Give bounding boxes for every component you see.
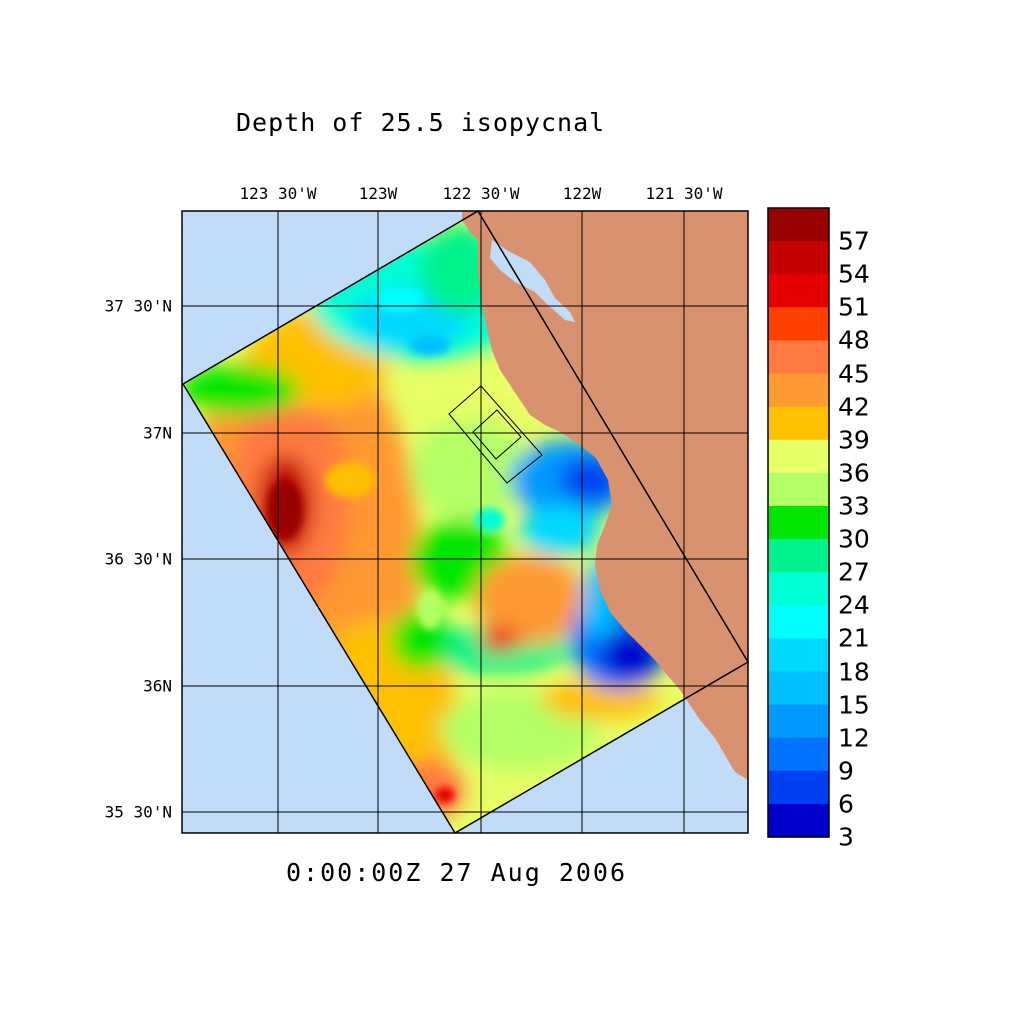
california-coast-land [478,211,748,780]
lat-label-37-30n: 37 30'N [104,296,172,316]
colorbar-tick-label: 12 [838,723,870,753]
colorbar-swatch [768,241,829,275]
colorbar-swatch [768,208,829,242]
lon-label-122-30w: 122 30'W [442,184,520,203]
nested-domain-box-inner [472,409,522,460]
lon-label-121-30w: 121 30'W [645,184,723,203]
colorbar-tick-label: 51 [838,292,870,322]
colorbar-swatch [768,737,829,772]
colorbar-tick-label: 54 [838,259,870,289]
colorbar-tick-label: 15 [838,690,870,720]
map-timestamp: 0:00:00Z 27 Aug 2006 [286,858,628,887]
lon-label-123w: 123W [358,184,398,203]
colorbar-tick-label: 48 [838,325,870,355]
colorbar-swatch [768,373,829,408]
colorbar-swatch [768,770,829,805]
lon-label-123-30w: 123 30'W [239,184,317,203]
colorbar-tick-label: 30 [838,524,870,554]
lon-label-122w: 122W [562,184,602,203]
map-title: Depth of 25.5 isopycnal [236,108,606,137]
colorbar-tick-label: 45 [838,359,870,388]
colorbar-swatch [768,704,829,739]
colorbar-swatch [768,572,829,606]
colorbar-tick-label: 6 [838,789,854,819]
colorbar-tick-label: 24 [838,590,870,620]
colorbar-swatch [768,340,829,375]
colorbar-swatch [768,638,829,673]
colorbar-swatch [768,671,829,706]
lat-label-37n: 37N [143,423,172,443]
san-francisco-bay [490,240,575,322]
nested-domain-box [448,385,543,484]
colorbar-tick-label: 33 [838,491,870,521]
colorbar-swatch [768,274,829,308]
colorbar-tick-label: 42 [838,392,870,422]
colorbar-swatch [768,803,829,838]
colorbar-swatch [768,472,829,507]
colorbar-frame [767,207,830,838]
colorbar-swatch [768,439,829,474]
lat-label-36n: 36N [143,676,172,696]
lat-label-36-30n: 36 30'N [104,549,172,569]
colorbar-tick-label: 27 [838,557,870,587]
colorbar-swatch [768,539,829,573]
colorbar-swatch [768,307,829,342]
colorbar-swatch [768,605,829,639]
colorbar-tick-label: 57 [838,226,870,256]
colorbar-tick-label: 21 [838,623,870,653]
colorbar-swatch [768,406,829,441]
colorbar-tick-label: 36 [838,458,870,488]
map-frame [181,210,749,834]
colorbar-tick-label: 3 [838,822,854,852]
colorbar-tick-label: 39 [838,425,870,455]
colorbar-tick-label: 18 [838,657,870,686]
colorbar [768,208,829,838]
colorbar-tick-label: 9 [838,756,854,786]
lat-label-35-30n: 35 30'N [104,802,172,822]
colorbar-swatch [768,505,829,540]
